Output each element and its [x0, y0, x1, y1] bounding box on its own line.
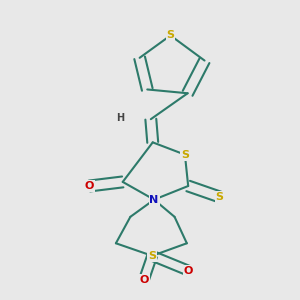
Text: O: O: [139, 274, 149, 284]
Text: S: S: [148, 251, 156, 261]
Text: S: S: [167, 31, 175, 40]
Text: S: S: [215, 192, 223, 202]
Text: S: S: [181, 150, 189, 160]
Text: N: N: [149, 195, 159, 205]
Text: O: O: [184, 266, 193, 275]
Text: H: H: [116, 113, 124, 123]
Text: O: O: [85, 181, 94, 191]
